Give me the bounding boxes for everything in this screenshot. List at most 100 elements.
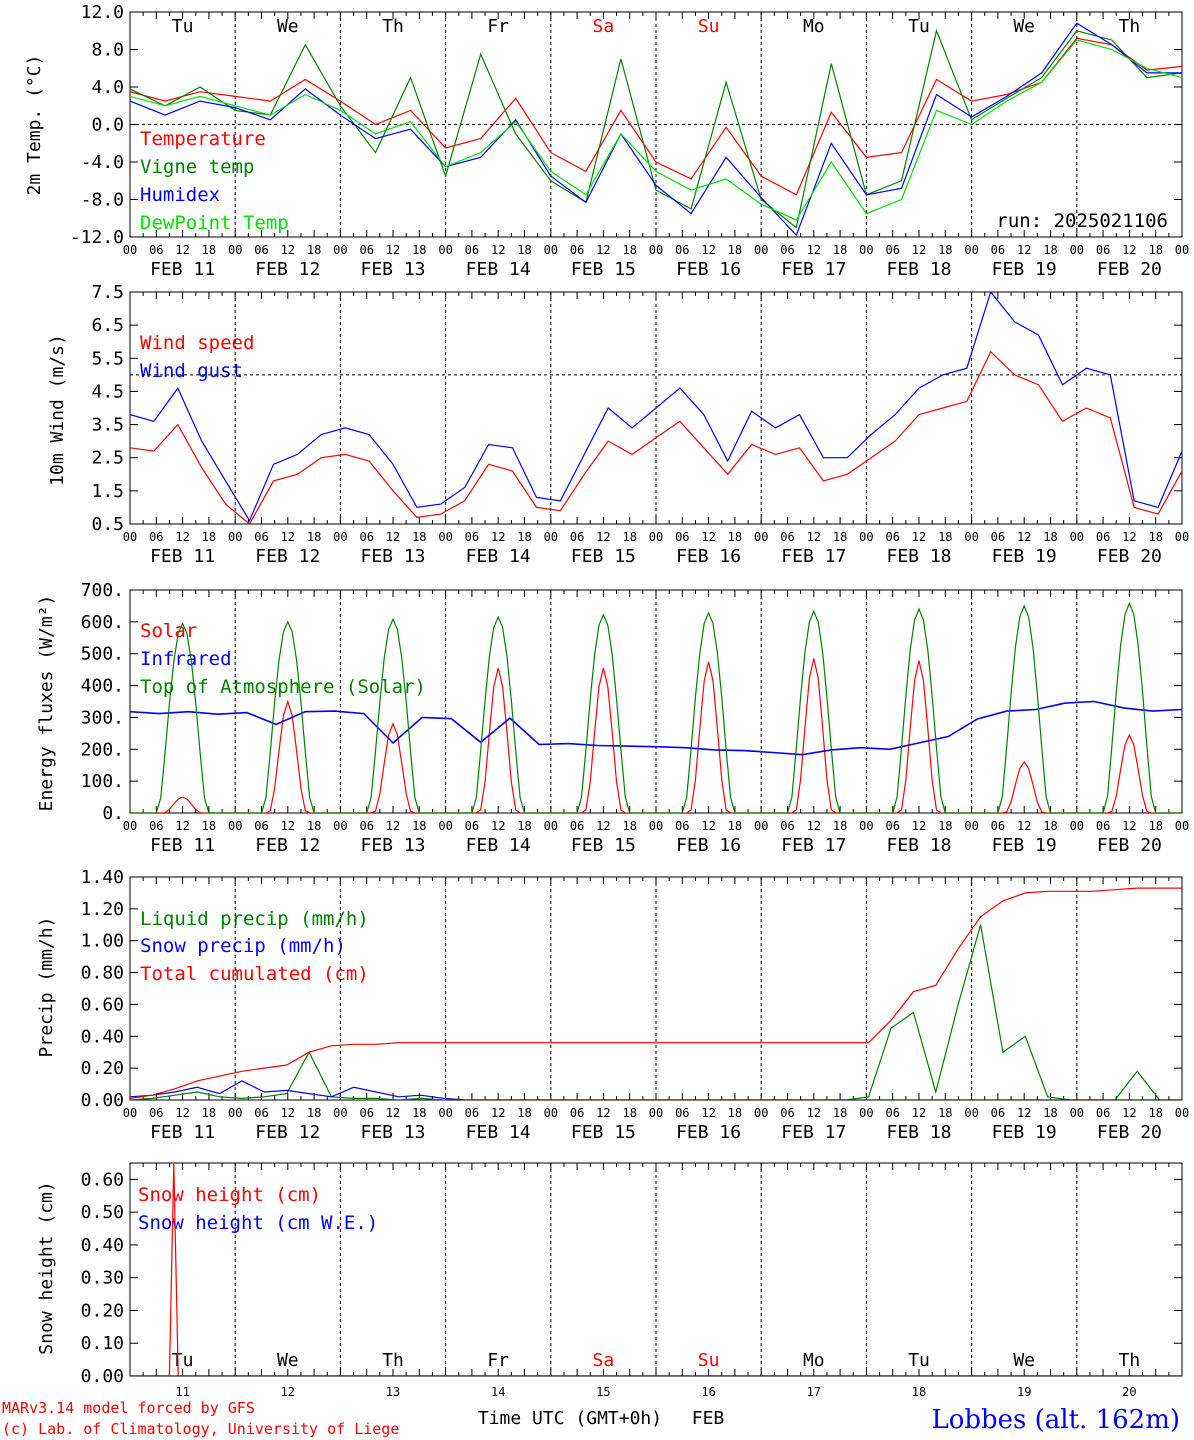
day-label: FEB 14 bbox=[466, 546, 531, 567]
legend-total-cumulated: Total cumulated (cm) bbox=[140, 963, 369, 985]
hour-tick-label: 00 bbox=[754, 530, 768, 544]
day-label: FEB 17 bbox=[781, 546, 846, 567]
hour-tick-label: 00 bbox=[228, 530, 242, 544]
hour-tick-label: 18 bbox=[728, 530, 742, 544]
weekday-label: Mo bbox=[803, 16, 825, 37]
day-label: FEB 13 bbox=[360, 546, 425, 567]
hour-tick-label: 12 bbox=[175, 243, 189, 257]
series-line-vigne-temp bbox=[130, 28, 1182, 229]
legend-vigne-temp: Vigne temp bbox=[140, 156, 254, 178]
hour-tick-label: 12 bbox=[1017, 819, 1031, 833]
y-tick-label: 300. bbox=[81, 707, 124, 728]
hour-tick-label: 18 bbox=[517, 1106, 531, 1120]
time-xlabel: Time UTC (GMT+0h) bbox=[478, 1408, 662, 1429]
hour-tick-label: 06 bbox=[570, 530, 584, 544]
hour-tick-label: 18 bbox=[202, 243, 216, 257]
day-label: FEB 11 bbox=[150, 546, 215, 567]
y-tick-label: 0.40 bbox=[81, 1026, 124, 1047]
weekday-label: Th bbox=[1119, 1350, 1141, 1371]
legend-infrared: Infrared bbox=[140, 648, 232, 670]
hour-tick-label: 06 bbox=[1096, 1106, 1110, 1120]
hour-tick-label: 06 bbox=[780, 243, 794, 257]
hour-tick-label: 06 bbox=[149, 819, 163, 833]
hour-tick-label: 18 bbox=[517, 530, 531, 544]
hour-tick-label: 18 bbox=[517, 819, 531, 833]
hour-tick-label: 18 bbox=[202, 819, 216, 833]
hour-tick-label: 00 bbox=[438, 243, 452, 257]
hour-tick-label: 06 bbox=[254, 243, 268, 257]
hour-tick-label: 00 bbox=[123, 530, 137, 544]
y-tick-label: -4.0 bbox=[81, 152, 124, 173]
legend-humidex: Humidex bbox=[140, 184, 220, 206]
weekday-label: Tu bbox=[908, 16, 930, 37]
run-annotation: run: 2025021106 bbox=[996, 210, 1168, 232]
hour-tick-label: 06 bbox=[149, 243, 163, 257]
hour-tick-label: 12 bbox=[701, 243, 715, 257]
hour-tick-label: 06 bbox=[1096, 530, 1110, 544]
hour-tick-label: 12 bbox=[596, 1106, 610, 1120]
day-label: FEB 19 bbox=[992, 259, 1057, 280]
day-number-label: 16 bbox=[701, 1385, 715, 1399]
hour-tick-label: 00 bbox=[649, 819, 663, 833]
y-tick-label: 1.20 bbox=[81, 899, 124, 920]
day-label: FEB 15 bbox=[571, 835, 636, 856]
hour-tick-label: 12 bbox=[1122, 819, 1136, 833]
hour-tick-label: 00 bbox=[859, 819, 873, 833]
hour-tick-label: 00 bbox=[1070, 530, 1084, 544]
hour-tick-label: 18 bbox=[1043, 819, 1057, 833]
hour-tick-label: 12 bbox=[491, 530, 505, 544]
day-label: FEB 11 bbox=[150, 1122, 215, 1143]
y-tick-label: 0.5 bbox=[91, 514, 124, 535]
hour-tick-label: 06 bbox=[780, 1106, 794, 1120]
day-label: FEB 13 bbox=[360, 835, 425, 856]
weekday-label: We bbox=[1013, 16, 1035, 37]
hour-tick-label: 18 bbox=[622, 530, 636, 544]
hour-tick-label: 18 bbox=[833, 1106, 847, 1120]
series-line-snow-precip-mm-h- bbox=[130, 1080, 1182, 1100]
hour-tick-label: 06 bbox=[254, 819, 268, 833]
hour-tick-label: 12 bbox=[281, 819, 295, 833]
hour-tick-label: 00 bbox=[1175, 243, 1189, 257]
hour-tick-label: 18 bbox=[202, 530, 216, 544]
hour-tick-label: 12 bbox=[701, 530, 715, 544]
weekday-label: Th bbox=[1119, 16, 1141, 37]
hour-tick-label: 18 bbox=[307, 1106, 321, 1120]
station-name: Lobbes (alt. 162m) bbox=[931, 1405, 1180, 1435]
hour-tick-label: 12 bbox=[701, 819, 715, 833]
hour-tick-label: 06 bbox=[149, 530, 163, 544]
hour-tick-label: 00 bbox=[333, 243, 347, 257]
day-number-label: 11 bbox=[175, 1385, 189, 1399]
hour-tick-label: 00 bbox=[123, 819, 137, 833]
hour-tick-label: 12 bbox=[491, 243, 505, 257]
hour-tick-label: 12 bbox=[912, 819, 926, 833]
y-tick-label: 0.80 bbox=[81, 963, 124, 984]
hour-tick-label: 06 bbox=[991, 530, 1005, 544]
day-label: FEB 19 bbox=[992, 546, 1057, 567]
day-number-label: 15 bbox=[596, 1385, 610, 1399]
hour-tick-label: 12 bbox=[912, 1106, 926, 1120]
hour-tick-label: 06 bbox=[570, 1106, 584, 1120]
hour-tick-label: 00 bbox=[333, 1106, 347, 1120]
snow-ylabel: Snow height (cm) bbox=[36, 1181, 57, 1354]
hour-tick-label: 00 bbox=[649, 243, 663, 257]
weekday-label: We bbox=[277, 1350, 299, 1371]
weekday-label: Tu bbox=[172, 16, 194, 37]
series-line-wind-gust bbox=[130, 292, 1182, 523]
hour-tick-label: 00 bbox=[544, 819, 558, 833]
hour-tick-label: 06 bbox=[885, 819, 899, 833]
series-line-dewpoint-temp bbox=[130, 39, 1182, 221]
hour-tick-label: 06 bbox=[254, 530, 268, 544]
hour-tick-label: 12 bbox=[807, 819, 821, 833]
day-label: FEB 17 bbox=[781, 835, 846, 856]
hour-tick-label: 00 bbox=[1070, 243, 1084, 257]
weekday-label: We bbox=[277, 16, 299, 37]
hour-tick-label: 18 bbox=[728, 819, 742, 833]
legend-snow-precip: Snow precip (mm/h) bbox=[140, 935, 346, 957]
hour-tick-label: 06 bbox=[885, 530, 899, 544]
hour-tick-label: 12 bbox=[807, 243, 821, 257]
day-label: FEB 20 bbox=[1097, 1122, 1162, 1143]
hour-tick-label: 06 bbox=[359, 530, 373, 544]
y-tick-label: 0.0 bbox=[91, 115, 124, 136]
legend-dewpoint: DewPoint Temp bbox=[140, 212, 289, 234]
day-label: FEB 14 bbox=[466, 1122, 531, 1143]
